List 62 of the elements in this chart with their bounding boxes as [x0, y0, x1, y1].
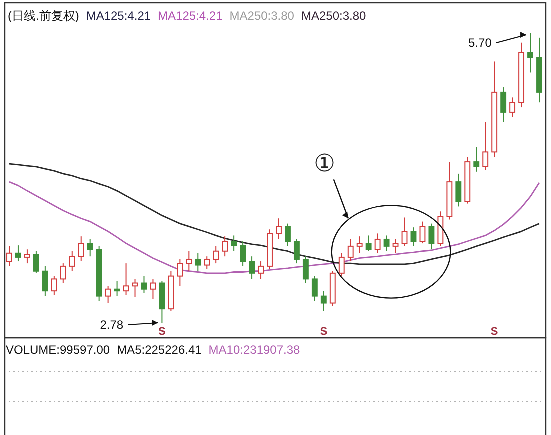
- candlestick: [456, 173, 462, 208]
- candlestick: [338, 252, 345, 277]
- candlestick: [123, 263, 130, 296]
- candlestick: [320, 290, 327, 312]
- text: MA5:225226.41: [117, 343, 202, 357]
- candlestick: [500, 87, 507, 123]
- candlestick: [186, 250, 192, 272]
- candlestick: [195, 252, 202, 272]
- candlestick: [222, 236, 228, 258]
- candlestick: [294, 238, 300, 264]
- candlestick: [276, 218, 282, 240]
- text: S: [320, 326, 328, 338]
- candlestick: [402, 217, 408, 247]
- candlestick: [366, 235, 372, 252]
- candlestick: [240, 241, 246, 267]
- candlestick: [87, 238, 94, 258]
- text: S: [490, 326, 498, 338]
- annotation: 2.78: [100, 318, 124, 332]
- candlestick: [302, 256, 309, 284]
- text: MA125:4.21: [86, 9, 152, 23]
- text: VOLUME:99597.00: [6, 343, 110, 357]
- candlestick: [231, 235, 238, 252]
- candlestick: [105, 286, 112, 304]
- candlestick: [78, 236, 84, 262]
- candlestick: [249, 256, 256, 280]
- candlestick: [510, 97, 516, 118]
- candlestick: [482, 122, 489, 171]
- candlestick: [24, 249, 30, 264]
- candlestick: [428, 223, 435, 250]
- candlestick: [528, 32, 534, 74]
- candlestick: [410, 227, 417, 247]
- candlestick: [6, 246, 12, 267]
- candlestick: [204, 256, 210, 270]
- candlestick: [33, 250, 40, 274]
- text: MA125:4.21: [158, 9, 224, 23]
- candlestick: [392, 238, 399, 254]
- candlestick: [356, 236, 363, 254]
- candlestick: [177, 258, 184, 287]
- text: MA250:3.80: [230, 9, 295, 23]
- candlestick: [60, 263, 66, 284]
- candlestick: [150, 278, 156, 300]
- candlestick: [374, 233, 381, 254]
- candlestick: [42, 266, 48, 297]
- candlestick: [51, 276, 58, 296]
- candlestick: [312, 276, 318, 302]
- text: S: [158, 326, 166, 338]
- candlestick: [348, 238, 354, 262]
- candlestick: [384, 235, 390, 252]
- annotation: ①: [314, 150, 336, 178]
- candlestick: [69, 250, 76, 272]
- candlestick: [285, 223, 291, 247]
- candlestick: [420, 221, 426, 244]
- text: MA10:231907.38: [208, 343, 301, 357]
- text: MA250:3.80: [301, 9, 367, 23]
- candlestick: [16, 245, 22, 262]
- candlestick: [258, 261, 264, 280]
- candlestick: [474, 146, 480, 172]
- annotation: 5.70: [468, 36, 492, 50]
- candlestick: [141, 276, 148, 294]
- candlestick: [114, 280, 120, 297]
- title: (日线.前复权): [8, 9, 80, 23]
- candlestick: [213, 246, 220, 264]
